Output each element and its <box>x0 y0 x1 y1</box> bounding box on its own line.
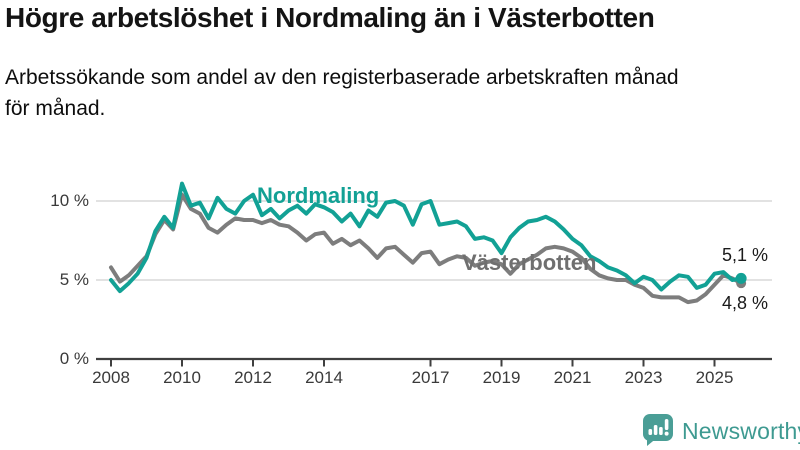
västerbotten-line <box>109 192 744 305</box>
gridlines <box>96 200 772 281</box>
nordmaling-line <box>109 181 744 294</box>
y-tick-label: 10 % <box>50 191 89 210</box>
x-tick-label: 2025 <box>695 368 734 387</box>
vasterbotten-end-value: 4,8 % <box>722 293 769 313</box>
nordmaling-end-dot <box>735 272 747 284</box>
newsworthy-icon <box>643 414 673 446</box>
y-tick-label: 5 % <box>59 270 89 289</box>
x-tick-label: 2017 <box>411 368 450 387</box>
x-tick-label: 2023 <box>624 368 663 387</box>
newsworthy-logo: Newsworthy <box>642 413 800 449</box>
nordmaling-end-value: 5,1 % <box>722 245 769 265</box>
data-series <box>109 181 747 305</box>
x-tick-label: 2008 <box>92 368 130 387</box>
x-tick-label: 2014 <box>305 368 343 387</box>
x-tick-label: 2021 <box>553 368 592 387</box>
x-tick-label: 2019 <box>482 368 521 387</box>
chart-subtitle: Arbetssökande som andel av den registerb… <box>5 66 679 120</box>
vasterbotten-series-label: Västerbotten <box>462 250 597 275</box>
newsworthy-wordmark: Newsworthy <box>682 417 800 444</box>
x-tick-label: 2010 <box>163 368 201 387</box>
x-axis <box>96 357 772 367</box>
nordmaling-series-label: Nordmaling <box>257 183 380 208</box>
chart-title: Högre arbetslöshet i Nordmaling än i Väs… <box>5 2 655 33</box>
x-tick-label: 2012 <box>234 368 272 387</box>
y-tick-label: 0 % <box>59 349 89 368</box>
